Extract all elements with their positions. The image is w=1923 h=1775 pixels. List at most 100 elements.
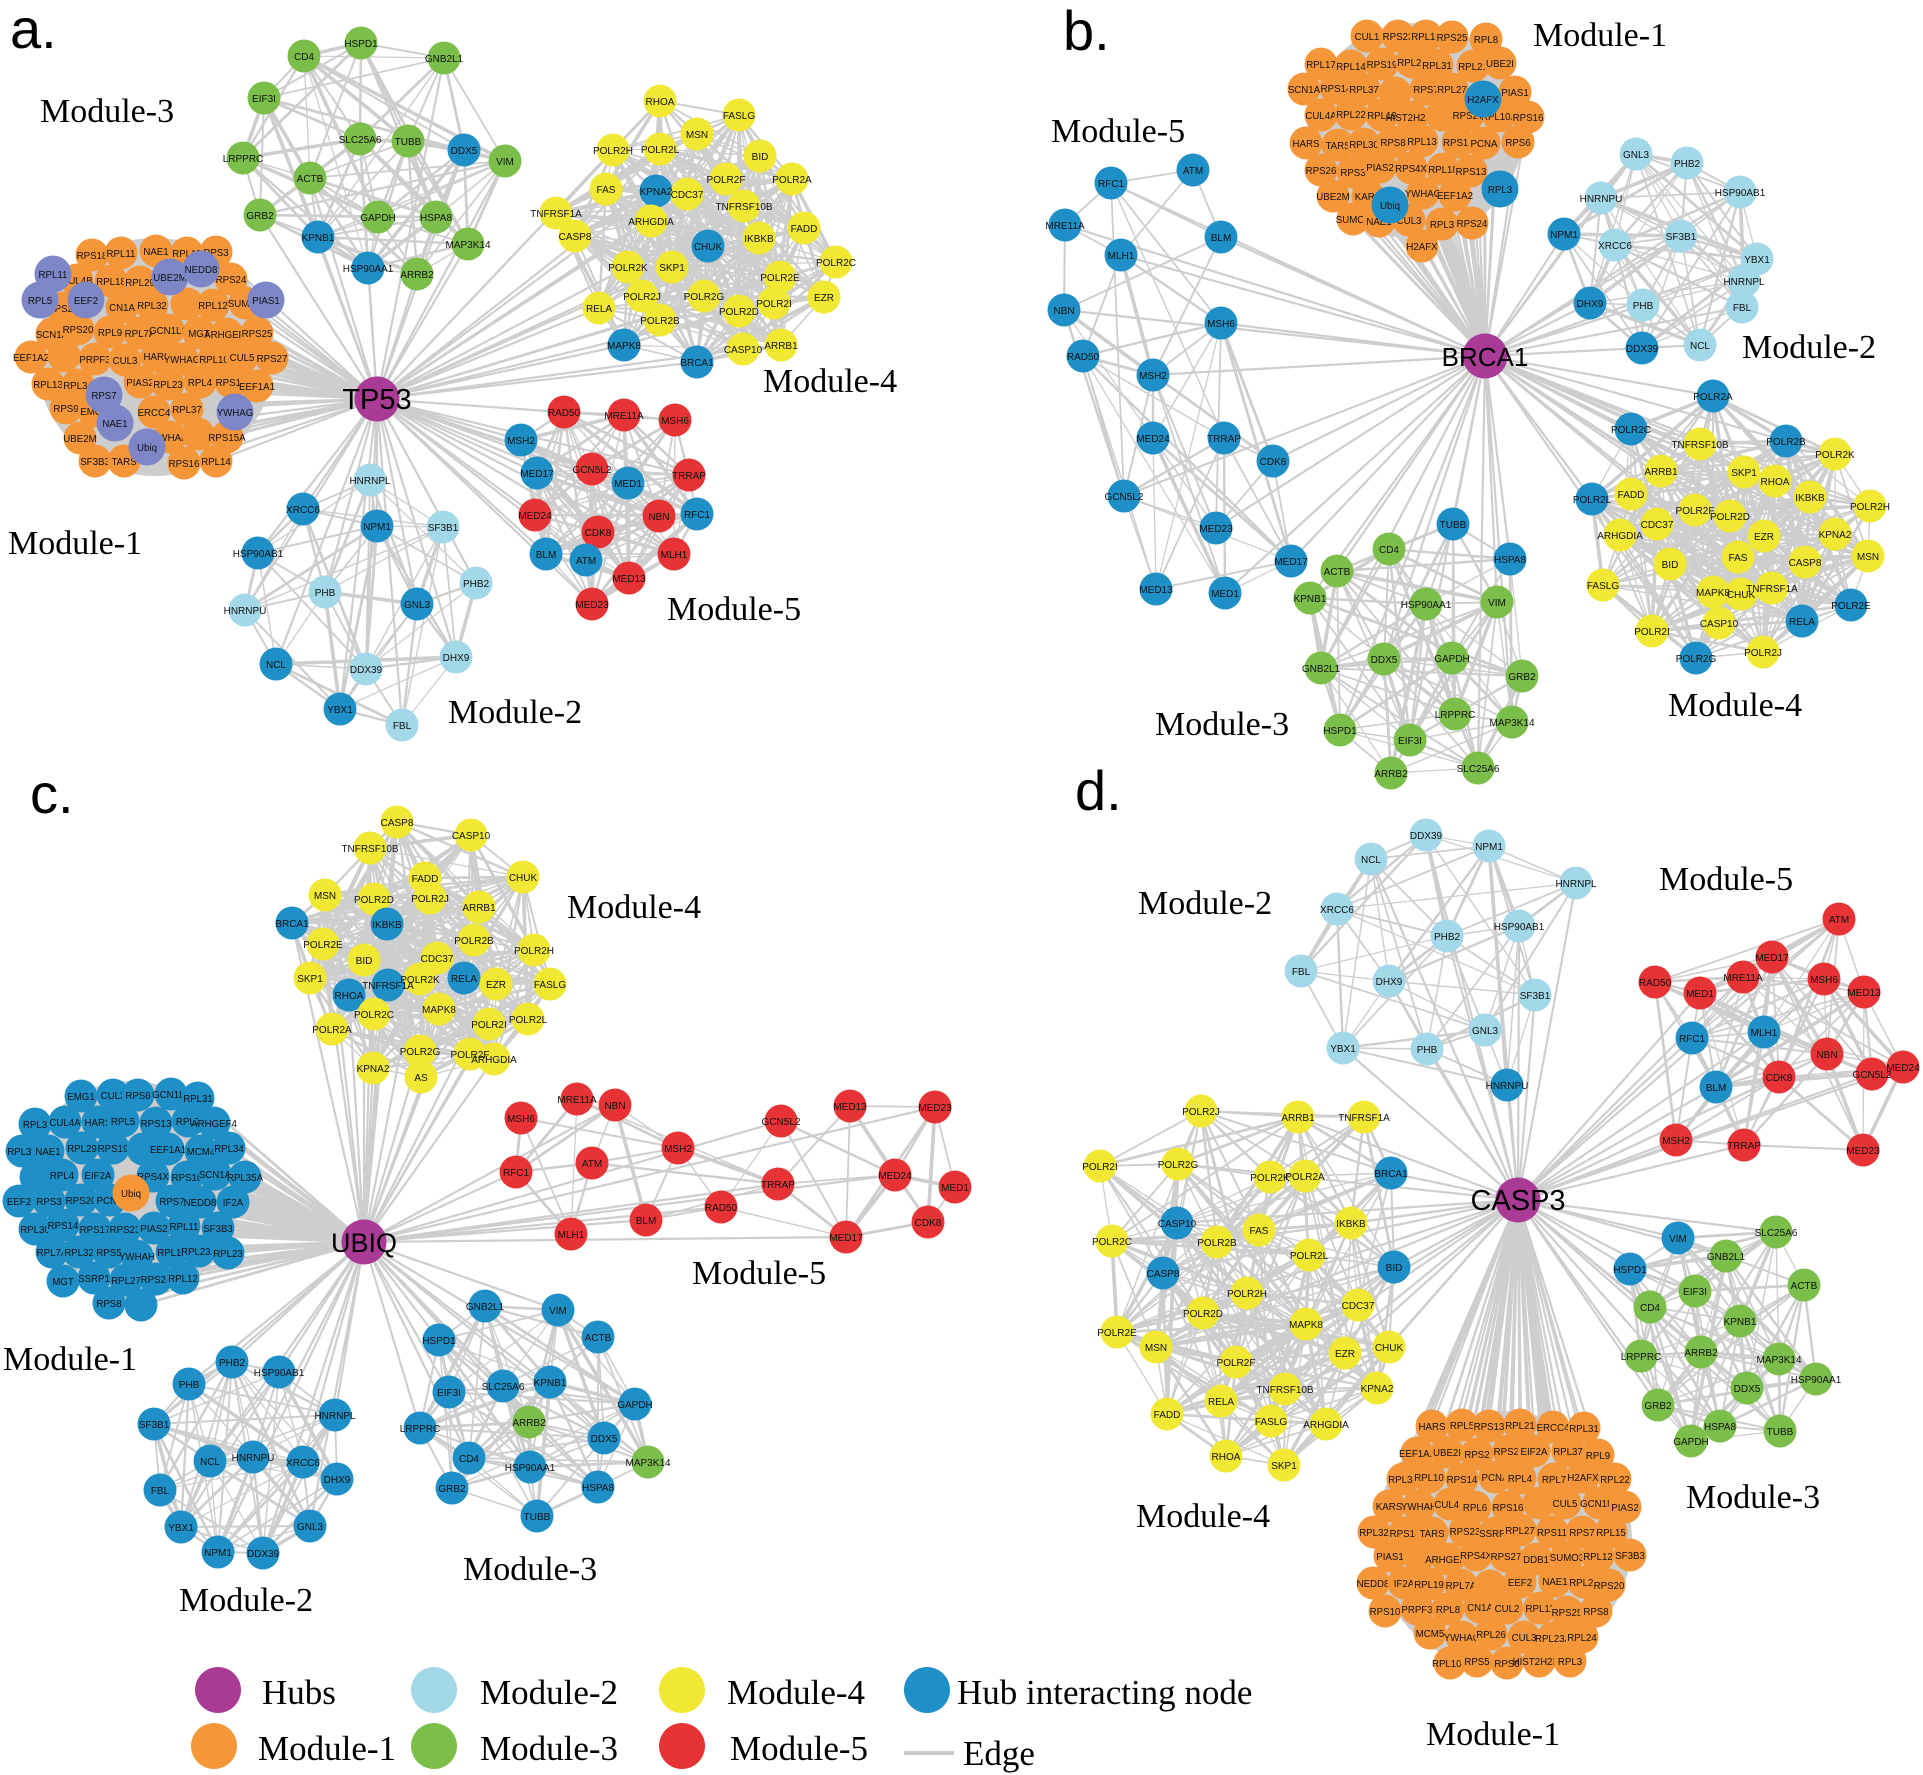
- svg-text:CUL3: CUL3: [101, 1091, 126, 1102]
- svg-text:EZR: EZR: [1754, 532, 1774, 543]
- svg-text:RPS4X: RPS4X: [1460, 1551, 1492, 1562]
- svg-text:RPL13: RPL13: [33, 380, 63, 391]
- svg-text:IF2A: IF2A: [1394, 1579, 1415, 1590]
- svg-text:RPL13: RPL13: [1407, 137, 1437, 148]
- svg-text:RPS7: RPS7: [91, 391, 116, 402]
- svg-text:EIF3I: EIF3I: [1398, 736, 1422, 747]
- svg-text:TNFRSF10B: TNFRSF10B: [341, 844, 399, 855]
- svg-text:TNFRSF1A: TNFRSF1A: [530, 209, 582, 220]
- svg-text:SLC25A6: SLC25A6: [482, 1382, 525, 1393]
- svg-text:POLR2C: POLR2C: [354, 1010, 394, 1021]
- svg-text:SF3B3: SF3B3: [203, 1224, 233, 1235]
- svg-text:FASLG: FASLG: [534, 980, 566, 991]
- svg-text:RPL7A: RPL7A: [37, 1248, 68, 1259]
- svg-text:RPL21: RPL21: [1458, 62, 1488, 73]
- svg-text:POLR2B: POLR2B: [640, 316, 680, 327]
- svg-text:RPL11: RPL11: [107, 249, 136, 260]
- svg-text:HSPA8: HSPA8: [582, 1483, 614, 1494]
- svg-text:Module-4: Module-4: [727, 1673, 865, 1712]
- svg-text:YBX1: YBX1: [1744, 255, 1770, 266]
- svg-text:RPS14: RPS14: [1447, 1475, 1478, 1486]
- svg-text:IKBKB: IKBKB: [744, 234, 774, 245]
- svg-text:RPS15A: RPS15A: [208, 433, 246, 444]
- svg-text:RPL22: RPL22: [1336, 110, 1366, 121]
- svg-text:SF3B1: SF3B1: [139, 1420, 170, 1431]
- svg-text:Ubiq: Ubiq: [137, 443, 157, 454]
- svg-text:RPS19: RPS19: [1367, 60, 1398, 71]
- svg-text:POLR2G: POLR2G: [400, 1047, 441, 1058]
- svg-text:POLR2D: POLR2D: [354, 895, 394, 906]
- svg-text:FBL: FBL: [393, 721, 412, 732]
- svg-text:HNRNPL: HNRNPL: [314, 1411, 356, 1422]
- svg-text:CD4: CD4: [459, 1454, 479, 1465]
- svg-text:RHOA: RHOA: [646, 97, 675, 108]
- svg-text:CDC37: CDC37: [421, 954, 454, 965]
- svg-text:RPL7A: RPL7A: [1446, 1581, 1477, 1592]
- svg-text:VIM: VIM: [496, 157, 514, 168]
- svg-text:CDC37: CDC37: [1641, 520, 1674, 531]
- svg-text:TNFRSF1A: TNFRSF1A: [1338, 1113, 1390, 1124]
- svg-text:RPL5: RPL5: [1450, 1421, 1474, 1432]
- svg-text:SCN1A: SCN1A: [36, 330, 69, 341]
- svg-text:RPL23: RPL23: [213, 1249, 243, 1260]
- svg-text:YBX1: YBX1: [327, 705, 353, 716]
- svg-text:POLR2B: POLR2B: [1766, 437, 1806, 448]
- svg-text:MSH6: MSH6: [1207, 319, 1235, 330]
- svg-text:HARS: HARS: [144, 352, 171, 363]
- svg-text:GNL3: GNL3: [1472, 1026, 1499, 1037]
- svg-text:MED1: MED1: [614, 479, 642, 490]
- svg-text:HARS: HARS: [1293, 139, 1320, 150]
- svg-text:SKP1: SKP1: [659, 263, 685, 274]
- svg-text:RPL15: RPL15: [157, 1248, 187, 1259]
- svg-text:EZR: EZR: [486, 980, 506, 991]
- svg-text:HSPD1: HSPD1: [422, 1336, 456, 1347]
- svg-text:BID: BID: [1662, 560, 1679, 571]
- svg-text:DDX5: DDX5: [1371, 655, 1398, 666]
- svg-text:Module-1: Module-1: [3, 1341, 137, 1378]
- svg-text:ARHGDIA: ARHGDIA: [471, 1055, 517, 1066]
- svg-text:LRPPRC: LRPPRC: [223, 154, 264, 165]
- svg-text:CD4: CD4: [294, 52, 314, 63]
- svg-text:MED23: MED23: [575, 600, 609, 611]
- svg-text:RPL15: RPL15: [1596, 1528, 1626, 1539]
- svg-text:GRB2: GRB2: [1508, 672, 1536, 683]
- svg-text:Module-4: Module-4: [567, 889, 701, 926]
- svg-text:MSN: MSN: [314, 891, 336, 902]
- svg-text:PIAS2: PIAS2: [140, 1224, 167, 1235]
- svg-text:RPL19: RPL19: [1414, 1580, 1444, 1591]
- svg-text:SF3B1: SF3B1: [1666, 232, 1697, 243]
- svg-text:MSH6: MSH6: [1810, 975, 1838, 986]
- svg-text:RPL23A: RPL23A: [181, 1247, 218, 1258]
- svg-text:CASP10: CASP10: [724, 345, 763, 356]
- svg-text:RPL17: RPL17: [1306, 60, 1336, 71]
- svg-text:HNRNPL: HNRNPL: [1723, 277, 1765, 288]
- svg-text:TRRAP: TRRAP: [1727, 1141, 1761, 1152]
- svg-text:SSRP1: SSRP1: [1479, 1529, 1511, 1540]
- svg-text:SLC25A6: SLC25A6: [1755, 1228, 1798, 1239]
- svg-text:MSH2: MSH2: [664, 1144, 692, 1155]
- svg-text:TUBB: TUBB: [1440, 520, 1467, 531]
- svg-text:GCN5L2: GCN5L2: [762, 1117, 801, 1128]
- svg-text:EEF1A2: EEF1A2: [13, 353, 49, 364]
- svg-text:LRPPRC: LRPPRC: [400, 1424, 441, 1435]
- svg-text:RPL29: RPL29: [125, 278, 155, 289]
- svg-text:NEDD8: NEDD8: [185, 265, 218, 276]
- svg-text:RFC1: RFC1: [503, 1168, 530, 1179]
- svg-text:POLR2L: POLR2L: [509, 1015, 548, 1026]
- svg-text:TNFRSF10B: TNFRSF10B: [1671, 440, 1729, 451]
- svg-text:UBE2I: UBE2I: [1486, 59, 1514, 70]
- svg-text:MED17: MED17: [829, 1233, 863, 1244]
- svg-text:RPL18: RPL18: [96, 277, 126, 288]
- svg-text:DHX9: DHX9: [1376, 977, 1403, 988]
- svg-text:HSPA8: HSPA8: [1704, 1422, 1736, 1433]
- svg-text:PCNA: PCNA: [1471, 139, 1498, 150]
- svg-text:RPS25: RPS25: [1552, 1608, 1583, 1619]
- svg-text:CASP8: CASP8: [1789, 558, 1822, 569]
- svg-text:RPS7: RPS7: [1569, 1528, 1594, 1539]
- svg-text:RAD50: RAD50: [1639, 978, 1672, 989]
- svg-text:GRB2: GRB2: [246, 211, 274, 222]
- svg-text:GRB2: GRB2: [1644, 1401, 1672, 1412]
- svg-text:RPS11: RPS11: [1537, 1528, 1567, 1539]
- svg-text:Module-5: Module-5: [730, 1729, 868, 1768]
- svg-text:MSH2: MSH2: [1139, 371, 1167, 382]
